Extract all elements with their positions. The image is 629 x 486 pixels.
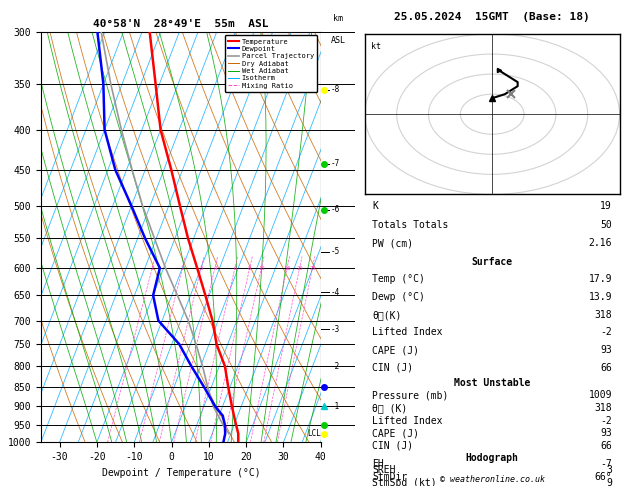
Text: -2: -2 bbox=[331, 362, 340, 371]
Text: CIN (J): CIN (J) bbox=[372, 363, 414, 373]
Text: 4: 4 bbox=[213, 265, 216, 271]
Text: 66°: 66° bbox=[594, 471, 612, 482]
Text: 17.9: 17.9 bbox=[588, 274, 612, 284]
Text: -6: -6 bbox=[331, 206, 340, 214]
Text: Temp (°C): Temp (°C) bbox=[372, 274, 425, 284]
Text: 1009: 1009 bbox=[588, 390, 612, 400]
Text: -8: -8 bbox=[331, 86, 340, 94]
Text: 9: 9 bbox=[606, 478, 612, 486]
Text: 25: 25 bbox=[309, 265, 316, 271]
Text: 66: 66 bbox=[600, 441, 612, 451]
Text: 2: 2 bbox=[181, 265, 184, 271]
Y-axis label: hPa: hPa bbox=[0, 227, 2, 247]
Text: 3: 3 bbox=[606, 465, 612, 475]
Text: -7: -7 bbox=[331, 159, 340, 168]
Text: 318: 318 bbox=[594, 403, 612, 413]
Text: -3: -3 bbox=[331, 325, 340, 334]
Text: EH: EH bbox=[372, 459, 384, 469]
Text: 6: 6 bbox=[233, 265, 237, 271]
Text: Totals Totals: Totals Totals bbox=[372, 220, 449, 230]
Text: -4: -4 bbox=[331, 288, 340, 296]
Text: 66: 66 bbox=[600, 363, 612, 373]
Text: kt: kt bbox=[371, 42, 381, 51]
Text: 10: 10 bbox=[259, 265, 265, 271]
Text: 93: 93 bbox=[600, 345, 612, 355]
Text: -7: -7 bbox=[600, 459, 612, 469]
Text: 8: 8 bbox=[248, 265, 252, 271]
Text: StmSpd (kt): StmSpd (kt) bbox=[372, 478, 437, 486]
Title: 40°58'N  28°49'E  55m  ASL: 40°58'N 28°49'E 55m ASL bbox=[93, 19, 269, 30]
Text: 2.16: 2.16 bbox=[588, 239, 612, 248]
Text: Lifted Index: Lifted Index bbox=[372, 328, 443, 337]
Text: 16: 16 bbox=[284, 265, 291, 271]
Text: 20: 20 bbox=[296, 265, 303, 271]
Text: Surface: Surface bbox=[472, 257, 513, 267]
Text: 1: 1 bbox=[150, 265, 154, 271]
Text: 93: 93 bbox=[600, 428, 612, 438]
Text: PW (cm): PW (cm) bbox=[372, 239, 414, 248]
Text: 3: 3 bbox=[199, 265, 203, 271]
Text: 13.9: 13.9 bbox=[588, 292, 612, 302]
Text: Most Unstable: Most Unstable bbox=[454, 378, 530, 388]
Legend: Temperature, Dewpoint, Parcel Trajectory, Dry Adiabat, Wet Adiabat, Isotherm, Mi: Temperature, Dewpoint, Parcel Trajectory… bbox=[225, 35, 317, 92]
Text: Dewp (°C): Dewp (°C) bbox=[372, 292, 425, 302]
Text: -2: -2 bbox=[600, 328, 612, 337]
Text: LCL: LCL bbox=[307, 429, 321, 438]
Text: Lifted Index: Lifted Index bbox=[372, 416, 443, 426]
Text: CAPE (J): CAPE (J) bbox=[372, 428, 420, 438]
X-axis label: Dewpoint / Temperature (°C): Dewpoint / Temperature (°C) bbox=[101, 468, 260, 478]
Text: 25.05.2024  15GMT  (Base: 18): 25.05.2024 15GMT (Base: 18) bbox=[394, 12, 590, 22]
Text: θᴇ (K): θᴇ (K) bbox=[372, 403, 408, 413]
Text: CAPE (J): CAPE (J) bbox=[372, 345, 420, 355]
Text: CIN (J): CIN (J) bbox=[372, 441, 414, 451]
Text: -1: -1 bbox=[331, 402, 340, 411]
Text: km: km bbox=[333, 15, 343, 23]
Text: K: K bbox=[372, 201, 378, 211]
Text: 19: 19 bbox=[600, 201, 612, 211]
Text: ASL: ASL bbox=[331, 35, 345, 45]
Text: Hodograph: Hodograph bbox=[465, 452, 519, 463]
Text: StmDir: StmDir bbox=[372, 471, 408, 482]
Text: θᴇ(K): θᴇ(K) bbox=[372, 310, 402, 320]
Text: -2: -2 bbox=[600, 416, 612, 426]
Text: 318: 318 bbox=[594, 310, 612, 320]
Text: 50: 50 bbox=[600, 220, 612, 230]
Text: -5: -5 bbox=[331, 247, 340, 256]
Text: Pressure (mb): Pressure (mb) bbox=[372, 390, 449, 400]
Text: © weatheronline.co.uk: © weatheronline.co.uk bbox=[440, 474, 545, 484]
Text: SREH: SREH bbox=[372, 465, 396, 475]
